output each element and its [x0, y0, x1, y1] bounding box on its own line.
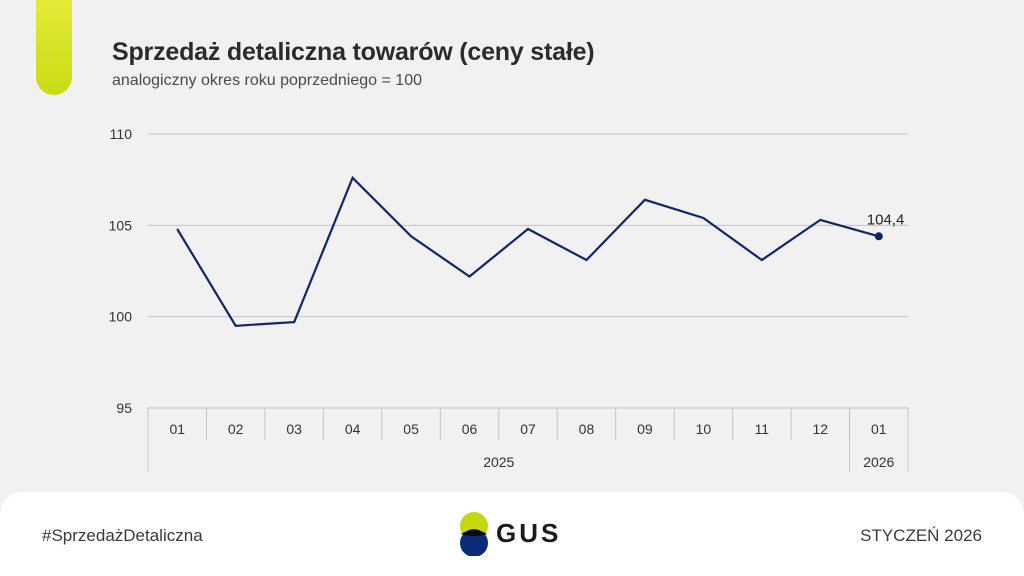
hashtag-label[interactable]: #SprzedażDetaliczna	[42, 526, 203, 545]
chart-subtitle: analogiczny okres roku poprzedniego = 10…	[112, 72, 422, 89]
x-tick-label: 10	[696, 421, 712, 437]
x-tick-label: 08	[579, 421, 595, 437]
x-axis: 01 02 03 04 05 06 07 08 09 10 11 12 01 2025 2026	[147, 408, 909, 472]
x-tick-label: 03	[286, 421, 302, 437]
x-tick-label: 05	[403, 421, 419, 437]
x-tick-label: 01	[169, 421, 185, 437]
x-tick-label: 06	[462, 421, 478, 437]
chart-title: Sprzedaż detaliczna towarów (ceny stałe)	[112, 38, 595, 66]
y-tick-label: 100	[109, 309, 133, 325]
gus-logo: GUS	[458, 512, 570, 556]
x-tick-label: 02	[228, 421, 244, 437]
y-tick-label: 95	[116, 400, 132, 416]
y-tick-label: 110	[110, 126, 133, 142]
x-tick-label: 07	[520, 421, 536, 437]
series-layer: 104,4	[176, 175, 905, 327]
gridlines	[148, 133, 908, 409]
y-tick-label: 105	[109, 217, 133, 233]
last-value-label: 104,4	[867, 211, 905, 228]
year-label: 2025	[483, 454, 514, 470]
x-tick-label: 01	[871, 421, 887, 437]
last-point-marker	[874, 232, 883, 241]
year-label: 2026	[863, 454, 894, 470]
x-tick-label: 04	[345, 421, 361, 437]
gus-logo-icon	[460, 512, 488, 556]
x-tick-label: 09	[637, 421, 653, 437]
x-tick-label: 11	[755, 421, 770, 437]
footer: #SprzedażDetaliczna GUS STYCZEŃ 2026	[0, 492, 1024, 576]
y-axis-ticks: 95 100 105 110	[109, 126, 133, 416]
line-chart: 95 100 105 110 01 02 03 04 05 06 07 08 09 10 11 12 01 20…	[109, 126, 909, 472]
date-label: STYCZEŃ 2026	[860, 526, 982, 545]
series-line	[176, 175, 880, 327]
accent-bar	[36, 0, 72, 95]
x-tick-label: 12	[813, 421, 829, 437]
gus-logo-text: GUS	[496, 518, 562, 548]
